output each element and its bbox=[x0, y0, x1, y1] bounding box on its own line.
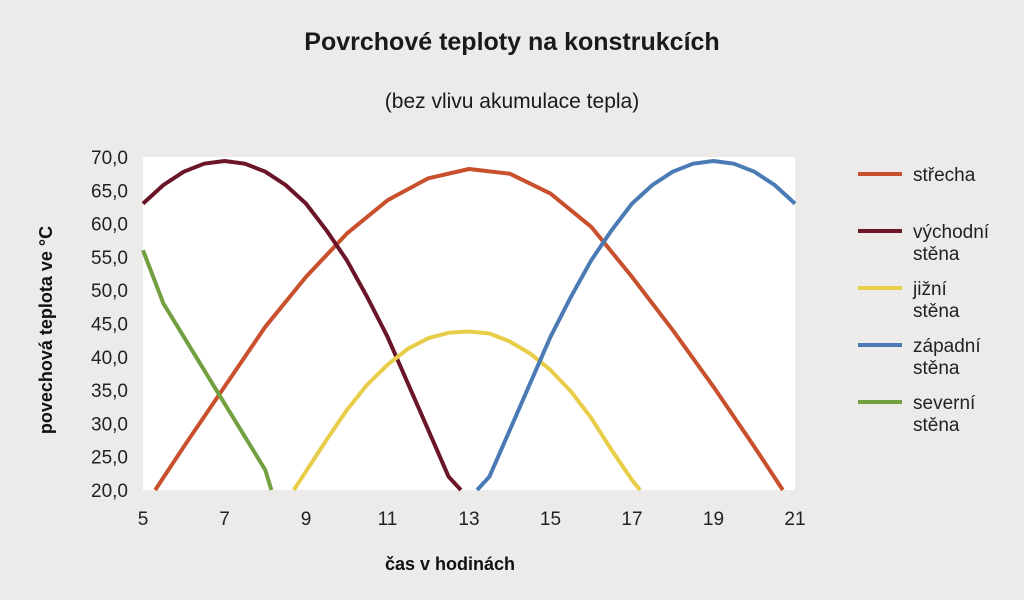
y-tick-label: 35,0 bbox=[91, 381, 128, 402]
x-tick-label: 9 bbox=[301, 509, 312, 530]
legend: střecha východní stěna jižní stěna západní stě… bbox=[858, 165, 990, 436]
x-axis-title: čas v hodinách bbox=[385, 554, 515, 574]
series-lines bbox=[141, 159, 797, 492]
x-tick-label: 19 bbox=[703, 509, 724, 530]
legend-label: střecha bbox=[913, 165, 976, 186]
y-tick-label: 60,0 bbox=[91, 215, 128, 236]
y-tick-label: 45,0 bbox=[91, 315, 128, 336]
y-tick-label: 55,0 bbox=[91, 248, 128, 269]
y-tick-label: 20,0 bbox=[91, 481, 128, 502]
chart-subtitle: (bez vlivu akumulace tepla) bbox=[384, 90, 640, 113]
series-line bbox=[141, 159, 463, 492]
legend-label: západní stěna bbox=[913, 336, 981, 379]
y-tick-label: 70,0 bbox=[91, 148, 128, 169]
chart-title: Povrchové teploty na konstrukcích bbox=[304, 28, 720, 56]
x-axis-ticks: 5 7 9 11 13 15 17 19 21 bbox=[138, 509, 806, 530]
series-line bbox=[141, 249, 274, 491]
x-tick-label: 13 bbox=[458, 509, 479, 530]
series-line bbox=[292, 329, 642, 492]
plot-area bbox=[143, 157, 795, 490]
x-tick-label: 21 bbox=[784, 509, 805, 530]
legend-label: severní stěna bbox=[913, 393, 976, 436]
y-tick-label: 40,0 bbox=[91, 348, 128, 369]
y-tick-label: 65,0 bbox=[91, 181, 128, 202]
y-axis-ticks: 20,0 25,0 30,0 35,0 40,0 45,0 50,0 55,0 60,0 65,0… bbox=[91, 148, 128, 502]
legend-label: východní stěna bbox=[913, 222, 990, 265]
y-axis-title: povechová teplota ve °C bbox=[36, 226, 56, 434]
x-tick-label: 17 bbox=[621, 509, 642, 530]
x-tick-label: 7 bbox=[219, 509, 230, 530]
legend-label: jižní stěna bbox=[912, 279, 960, 322]
series-line bbox=[153, 167, 785, 492]
x-tick-label: 5 bbox=[138, 509, 149, 530]
x-tick-label: 15 bbox=[540, 509, 561, 530]
series-line bbox=[475, 159, 797, 492]
x-tick-label: 11 bbox=[378, 509, 398, 530]
y-tick-label: 30,0 bbox=[91, 414, 128, 435]
y-tick-label: 50,0 bbox=[91, 281, 128, 302]
y-tick-label: 25,0 bbox=[91, 448, 128, 469]
